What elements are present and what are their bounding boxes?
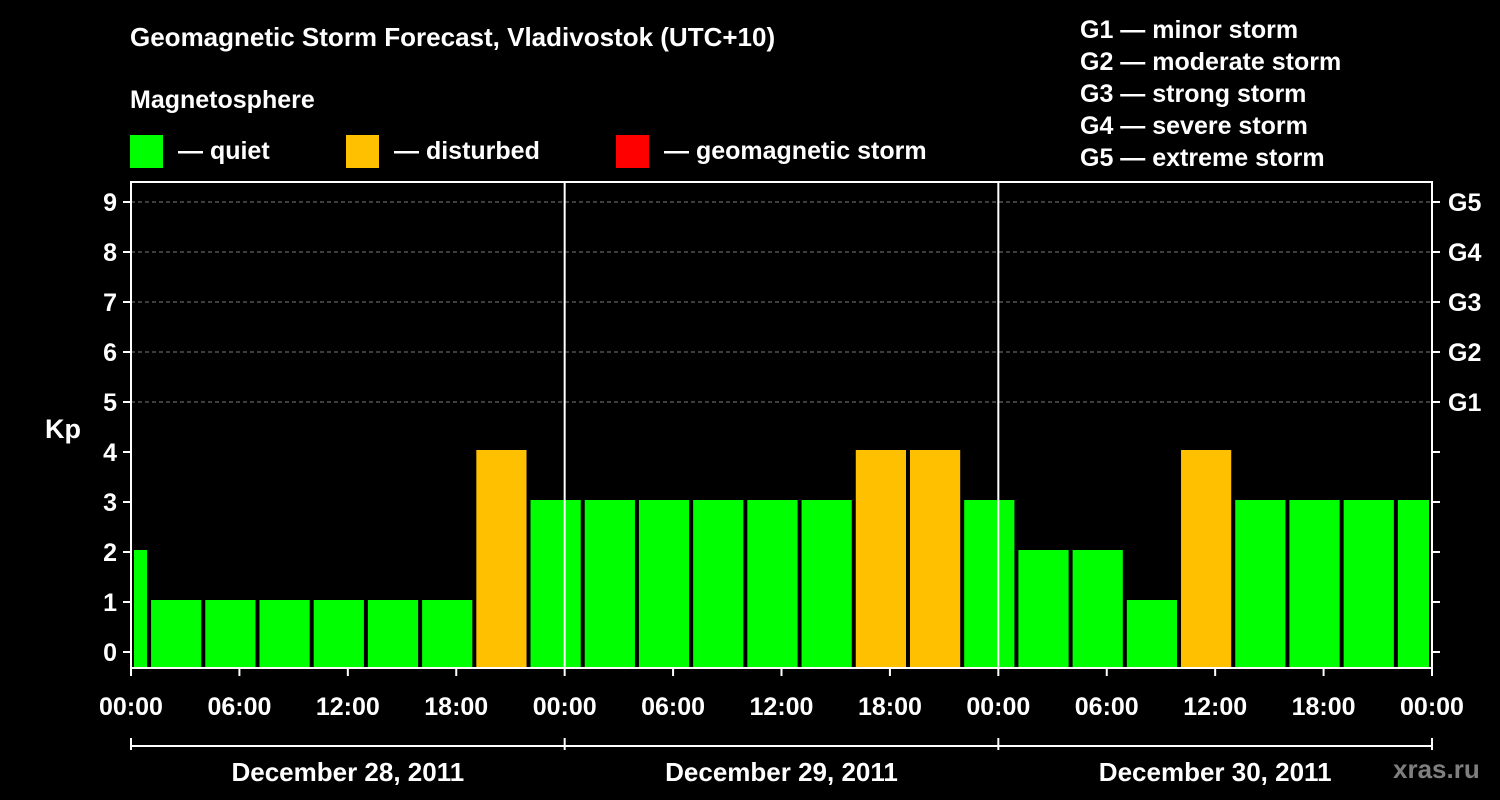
storm-scale-g1: G1 — minor storm xyxy=(1080,16,1299,44)
legend-item-disturbed: — disturbed xyxy=(346,134,540,168)
legend-label-storm: — geomagnetic storm xyxy=(664,136,927,165)
storm-scale-g3: G3 — strong storm xyxy=(1080,80,1307,108)
x-tick-label-9: 06:00 xyxy=(1075,693,1139,721)
kp-bar-9 xyxy=(584,500,635,668)
legend-label-disturbed: — disturbed xyxy=(394,136,540,165)
x-tick-label-1: 06:00 xyxy=(207,693,271,721)
date-label-1: December 29, 2011 xyxy=(665,757,898,787)
legend-swatch-quiet xyxy=(130,134,163,168)
y-axis-title: Kp xyxy=(45,414,81,444)
kp-bar-17 xyxy=(1018,550,1069,668)
y-tick-label-0: 0 xyxy=(103,639,117,667)
kp-bar-15 xyxy=(909,450,961,668)
x-tick-label-12: 00:00 xyxy=(1400,693,1464,721)
kp-bar-23 xyxy=(1343,500,1394,668)
kp-bar-1 xyxy=(151,600,202,668)
bars xyxy=(134,450,1429,668)
kp-bar-18 xyxy=(1072,550,1123,668)
date-label-2: December 30, 2011 xyxy=(1099,757,1332,787)
axes xyxy=(123,181,1440,750)
kp-bar-0 xyxy=(134,550,148,668)
legend-label-quiet: — quiet xyxy=(178,136,270,165)
kp-bar-6 xyxy=(422,600,473,668)
y-tick-label-4: 4 xyxy=(103,439,117,467)
kp-bar-12 xyxy=(747,500,798,668)
right-axis-label-g5: G5 xyxy=(1448,189,1481,217)
right-axis-label-g3: G3 xyxy=(1448,289,1481,317)
legend-heading: Magnetosphere xyxy=(130,86,315,114)
kp-bar-2 xyxy=(205,600,256,668)
right-axis-label-g1: G1 xyxy=(1448,389,1481,417)
storm-scale-g4: G4 — severe storm xyxy=(1080,112,1308,140)
y-tick-label-1: 1 xyxy=(103,589,117,617)
kp-bar-8 xyxy=(530,500,581,668)
legend-item-storm: — geomagnetic storm xyxy=(616,134,927,168)
watermark: xras.ru xyxy=(1393,754,1480,784)
y-tick-label-3: 3 xyxy=(103,489,117,517)
x-tick-label-10: 12:00 xyxy=(1183,693,1247,721)
kp-bar-20 xyxy=(1181,450,1232,668)
y-tick-label-2: 2 xyxy=(103,539,117,567)
kp-bar-10 xyxy=(638,500,690,668)
kp-bar-19 xyxy=(1126,600,1178,668)
kp-bar-5 xyxy=(367,600,419,668)
kp-bar-11 xyxy=(693,500,744,668)
storm-scale-g5: G5 — extreme storm xyxy=(1080,144,1325,172)
kp-bar-4 xyxy=(313,600,364,668)
x-tick-label-4: 00:00 xyxy=(533,693,597,721)
grid-lines xyxy=(131,201,1432,403)
legend-swatch-storm xyxy=(616,134,649,168)
y-tick-label-7: 7 xyxy=(103,289,117,317)
y-tick-label-6: 6 xyxy=(103,339,117,367)
kp-bar-14 xyxy=(855,450,906,668)
right-axis-label-g2: G2 xyxy=(1448,339,1481,367)
date-label-0: December 28, 2011 xyxy=(231,757,464,787)
legend-item-quiet: — quiet xyxy=(130,134,270,168)
y-tick-label-5: 5 xyxy=(103,389,117,417)
x-tick-label-3: 18:00 xyxy=(424,693,488,721)
right-axis-label-g4: G4 xyxy=(1448,239,1481,267)
y-tick-label-8: 8 xyxy=(103,239,117,267)
x-tick-label-5: 06:00 xyxy=(641,693,705,721)
x-tick-label-7: 18:00 xyxy=(858,693,922,721)
kp-bar-13 xyxy=(801,500,852,668)
x-tick-label-0: 00:00 xyxy=(99,693,163,721)
storm-scale-legend: G1 — minor storm G2 — moderate storm G3 … xyxy=(1080,14,1341,174)
kp-bar-22 xyxy=(1289,500,1340,668)
kp-bar-24 xyxy=(1397,500,1429,668)
chart-title: Geomagnetic Storm Forecast, Vladivostok … xyxy=(130,22,776,52)
y-tick-label-9: 9 xyxy=(103,189,117,217)
legend-swatch-disturbed xyxy=(346,134,379,168)
kp-bar-7 xyxy=(476,450,527,668)
kp-bar-16 xyxy=(964,500,1015,668)
x-tick-label-8: 00:00 xyxy=(966,693,1030,721)
x-tick-label-2: 12:00 xyxy=(316,693,380,721)
x-tick-label-11: 18:00 xyxy=(1292,693,1356,721)
kp-bar-3 xyxy=(259,600,310,668)
kp-bar-21 xyxy=(1235,500,1286,668)
x-tick-label-6: 12:00 xyxy=(750,693,814,721)
axis-labels: 0 1 2 3 4 5 6 7 8 9 G1 G2 G3 G4 G5 Kp 00:00 06:00 12:00 18:… xyxy=(45,189,1481,787)
storm-scale-g2: G2 — moderate storm xyxy=(1080,48,1342,76)
